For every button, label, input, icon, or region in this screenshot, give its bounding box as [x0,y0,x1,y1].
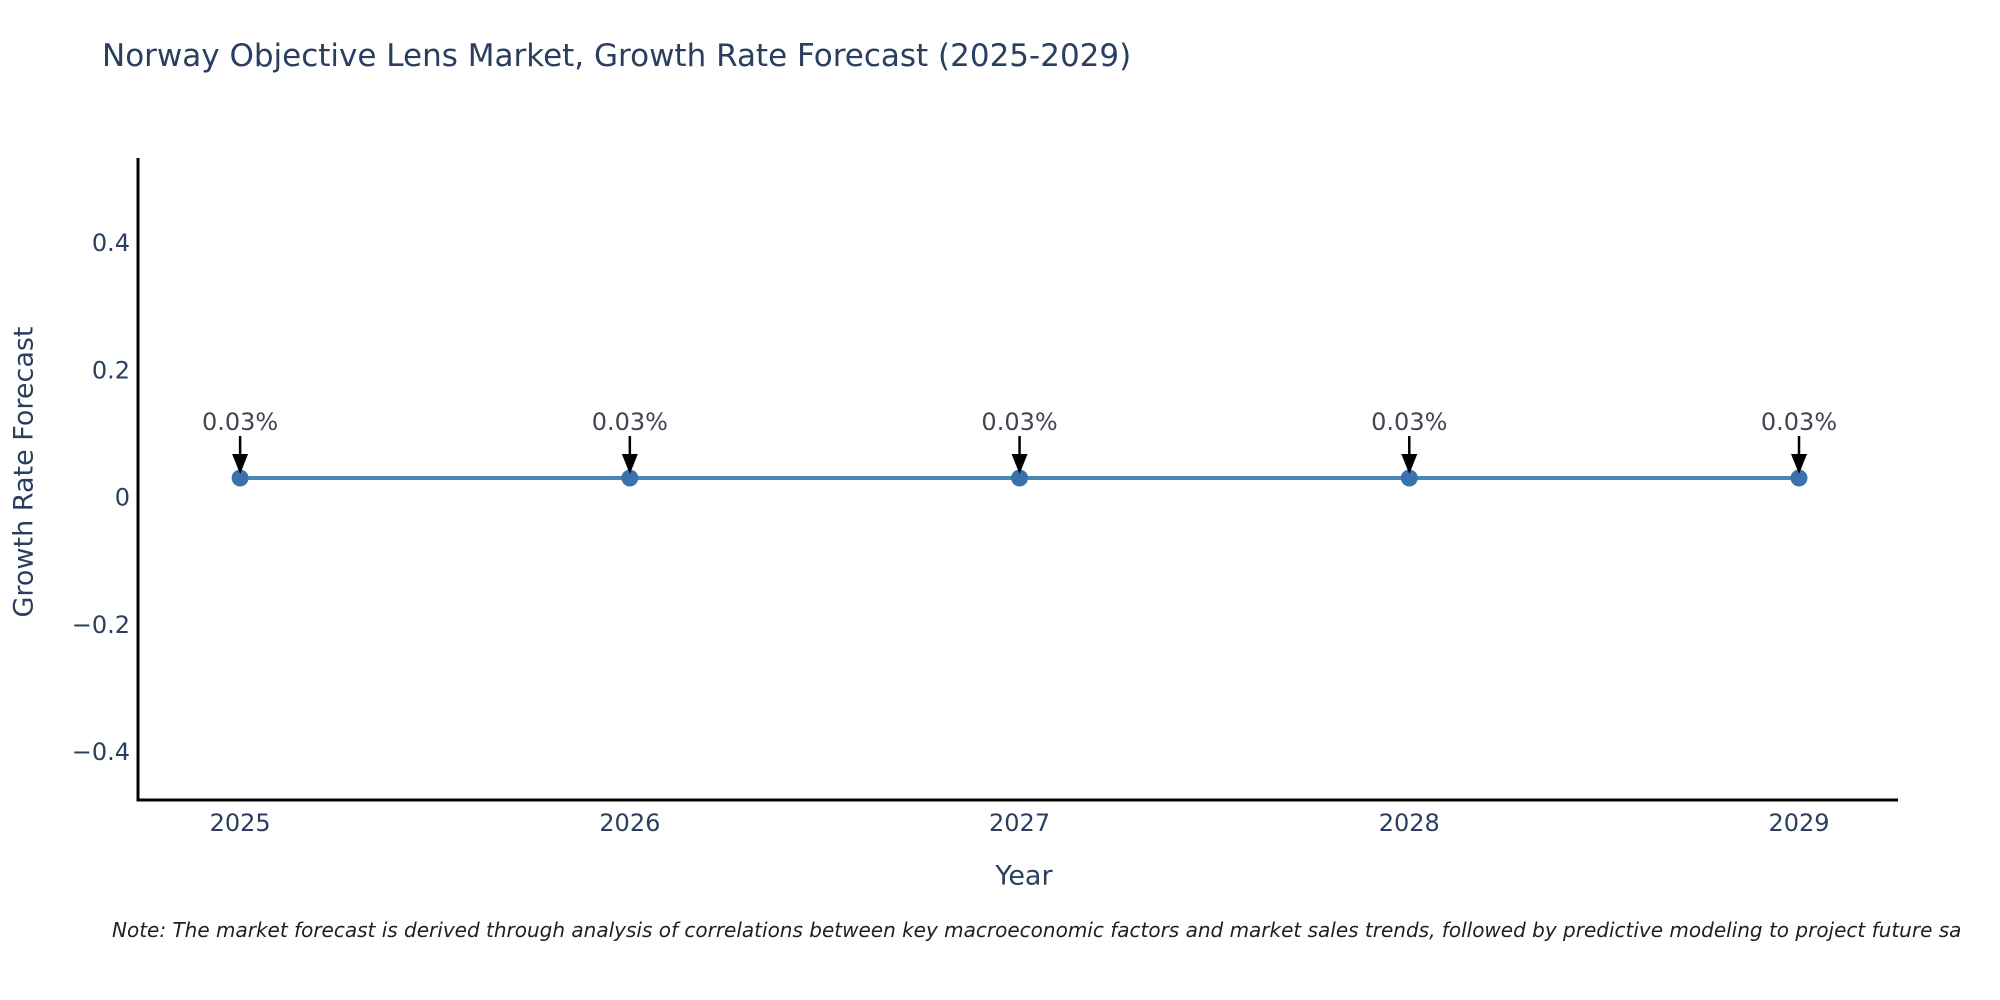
x-axis-title: Year [995,860,1053,892]
annotation-arrowhead [1011,454,1028,475]
data-point [1790,469,1808,487]
y-tick-label: −0.4 [72,738,130,766]
annotation-arrowhead [1791,454,1808,475]
x-tick-label: 2026 [599,809,660,837]
annotation-arrowhead [1401,454,1418,475]
x-tick-label: 2027 [989,809,1050,837]
y-axis-title: Growth Rate Forecast [8,326,40,618]
data-point [231,469,249,487]
point-annotation: 0.03% [1371,408,1447,436]
annotation-arrowhead [232,454,249,475]
point-annotation: 0.03% [202,408,278,436]
x-tick-label: 2025 [210,809,271,837]
x-tick-label: 2028 [1379,809,1440,837]
x-tick-label: 2029 [1768,809,1829,837]
y-tick-label: 0.2 [92,356,130,384]
data-point [1400,469,1418,487]
point-annotation: 0.03% [981,408,1057,436]
y-tick-label: −0.2 [72,611,130,639]
data-point [621,469,639,487]
annotation-arrowhead [621,454,638,475]
point-annotation: 0.03% [592,408,668,436]
y-tick-label: 0 [115,484,130,512]
footnote: Note: The market forecast is derived thr… [112,918,1962,942]
y-tick-label: 0.4 [92,229,130,257]
point-annotation: 0.03% [1761,408,1837,436]
data-point [1011,469,1029,487]
chart-title: Norway Objective Lens Market, Growth Rat… [102,38,1132,74]
